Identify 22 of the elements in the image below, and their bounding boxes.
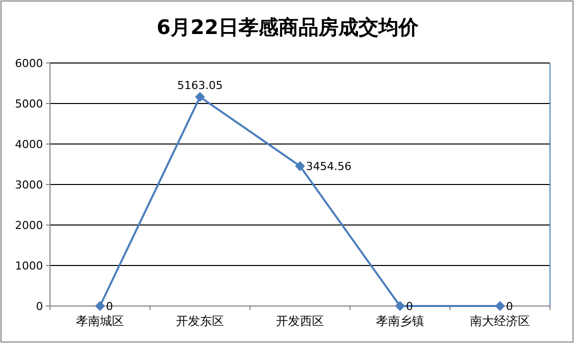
x-tick-label: 南大经济区: [470, 314, 530, 328]
x-tick-label: 孝南城区: [76, 314, 124, 328]
point: [195, 92, 205, 102]
y-tick-label: 3000: [15, 178, 43, 192]
data-label: 0: [106, 300, 113, 313]
y-tick-label: 1000: [15, 260, 43, 272]
x-tick-label: 开发西区: [276, 314, 324, 328]
data-label: 5163.05: [177, 78, 223, 92]
chart-title: 6月22日孝感商品房成交均价: [156, 15, 420, 39]
x-tick-label: 开发东区: [176, 314, 224, 328]
point: [95, 301, 105, 311]
y-tick-label: 4000: [15, 138, 43, 151]
data-label: 3454.56: [306, 160, 352, 174]
point: [295, 161, 305, 172]
y-tick-label: 6000: [15, 57, 43, 70]
y-tick-label: 2000: [15, 219, 43, 232]
y-tick-label: 0: [36, 300, 43, 313]
x-tick-label: 孝南乡镇: [376, 314, 424, 328]
point: [495, 301, 505, 311]
point: [395, 301, 405, 311]
data-label: 0: [506, 300, 513, 313]
y-tick-label: 5000: [15, 98, 43, 110]
